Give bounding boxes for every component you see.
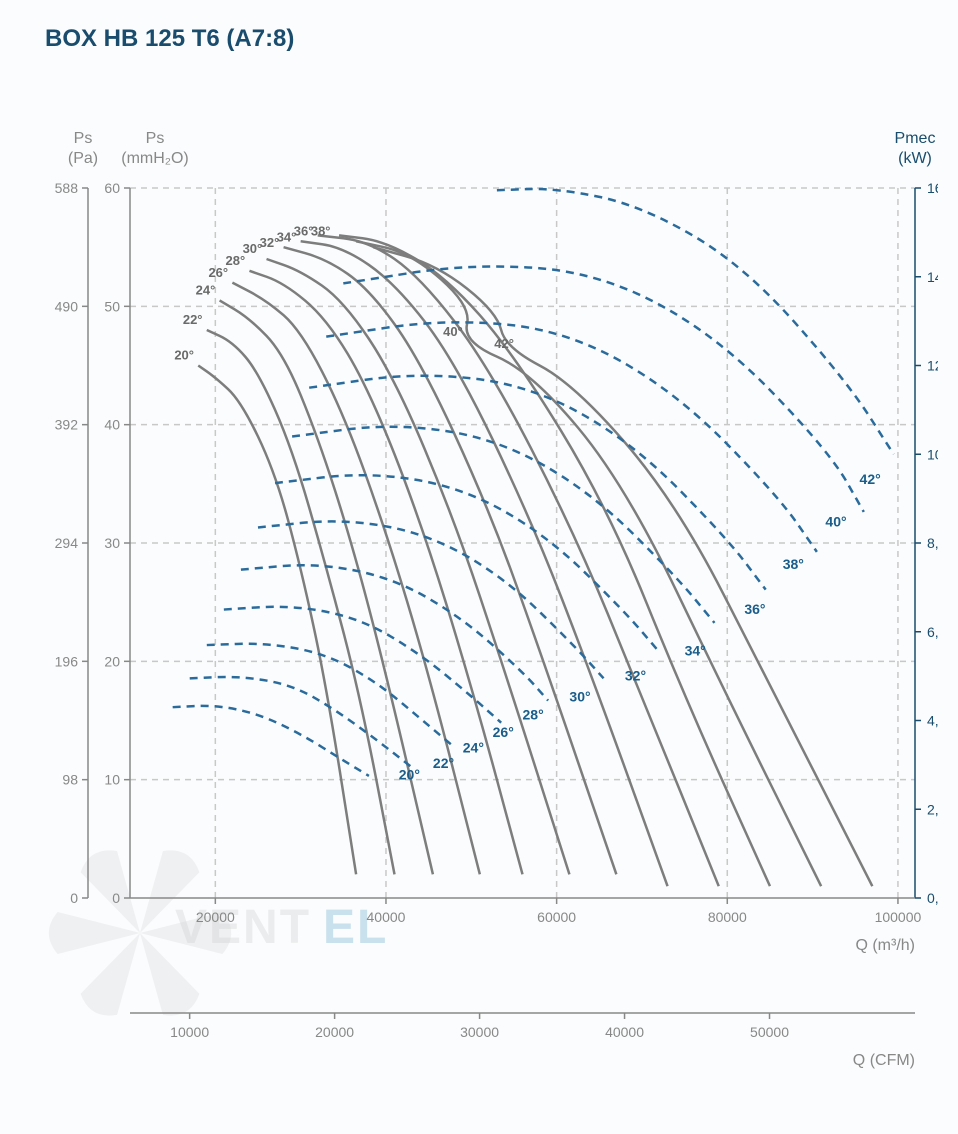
svg-text:8,00: 8,00 (927, 535, 938, 551)
svg-text:60000: 60000 (537, 909, 576, 925)
svg-text:Pmec: Pmec (895, 130, 936, 147)
svg-text:80000: 80000 (708, 909, 747, 925)
svg-text:50000: 50000 (750, 1024, 789, 1040)
chart-container: VENTELPs(Pa)Ps(mmH₂O)Pmec(kW)09819629439… (20, 68, 938, 1088)
perf-label-24: 24° (196, 283, 216, 298)
svg-text:0: 0 (70, 890, 78, 906)
power-label-p38: 38° (783, 556, 804, 572)
svg-text:20000: 20000 (196, 909, 235, 925)
power-label-p36: 36° (744, 601, 765, 617)
perf-label-22: 22° (183, 312, 203, 327)
power-curve-p38 (326, 322, 817, 552)
power-curve-p22 (190, 677, 412, 767)
svg-text:100000: 100000 (875, 909, 922, 925)
power-label-p26: 26° (493, 724, 514, 740)
svg-text:10000: 10000 (170, 1024, 209, 1040)
svg-text:40000: 40000 (605, 1024, 644, 1040)
svg-text:294: 294 (55, 535, 79, 551)
svg-text:40000: 40000 (367, 909, 406, 925)
svg-text:392: 392 (55, 417, 79, 433)
svg-text:12,0: 12,0 (927, 358, 938, 374)
svg-text:10,0: 10,0 (927, 446, 938, 462)
svg-text:2,00: 2,00 (927, 801, 938, 817)
perf-curve-26 (232, 283, 479, 875)
power-label-p40: 40° (825, 513, 846, 529)
power-curve-p28 (241, 565, 548, 700)
power-curve-p26 (224, 607, 501, 723)
power-label-p34: 34° (685, 642, 706, 658)
svg-text:6,00: 6,00 (927, 624, 938, 640)
svg-text:40: 40 (104, 417, 120, 433)
svg-text:50: 50 (104, 298, 120, 314)
svg-text:Ps: Ps (74, 130, 93, 147)
svg-text:0: 0 (112, 890, 120, 906)
power-label-p28: 28° (523, 706, 544, 722)
svg-text:588: 588 (55, 180, 79, 196)
svg-text:196: 196 (55, 653, 79, 669)
power-curve-p34 (292, 427, 714, 623)
power-curve-p40 (343, 267, 863, 512)
svg-text:(kW): (kW) (898, 150, 932, 167)
perf-label-38: 38° (311, 223, 331, 238)
perf-curve-20 (198, 366, 356, 875)
svg-text:30000: 30000 (460, 1024, 499, 1040)
svg-text:(mmH₂O): (mmH₂O) (121, 150, 189, 167)
power-label-p24: 24° (463, 739, 484, 755)
perf-label-40: 40° (443, 324, 463, 339)
power-curve-p24 (207, 644, 454, 747)
svg-text:0,00: 0,00 (927, 890, 938, 906)
svg-text:10: 10 (104, 772, 120, 788)
svg-text:14,0: 14,0 (927, 269, 938, 285)
perf-label-42: 42° (494, 336, 514, 351)
svg-text:4,00: 4,00 (927, 713, 938, 729)
power-label-p32: 32° (625, 667, 646, 683)
svg-text:20: 20 (104, 653, 120, 669)
svg-text:98: 98 (62, 772, 78, 788)
svg-text:16,0: 16,0 (927, 180, 938, 196)
svg-text:Q (CFM): Q (CFM) (853, 1052, 915, 1069)
chart-title: BOX HB 125 T6 (A7:8) (45, 25, 938, 53)
svg-text:60: 60 (104, 180, 120, 196)
svg-text:Ps: Ps (146, 130, 165, 147)
svg-text:(Pa): (Pa) (68, 150, 98, 167)
svg-text:490: 490 (55, 298, 79, 314)
power-label-p30: 30° (569, 689, 590, 705)
power-label-p42: 42° (860, 471, 881, 487)
power-label-p22: 22° (433, 755, 454, 771)
svg-text:30: 30 (104, 535, 120, 551)
power-curve-p36 (309, 376, 765, 590)
svg-text:Q (m³/h): Q (m³/h) (855, 937, 915, 954)
power-label-p20: 20° (399, 767, 420, 783)
svg-text:20000: 20000 (315, 1024, 354, 1040)
chart-svg: VENTELPs(Pa)Ps(mmH₂O)Pmec(kW)09819629439… (20, 68, 938, 1088)
perf-label-20: 20° (174, 348, 194, 363)
